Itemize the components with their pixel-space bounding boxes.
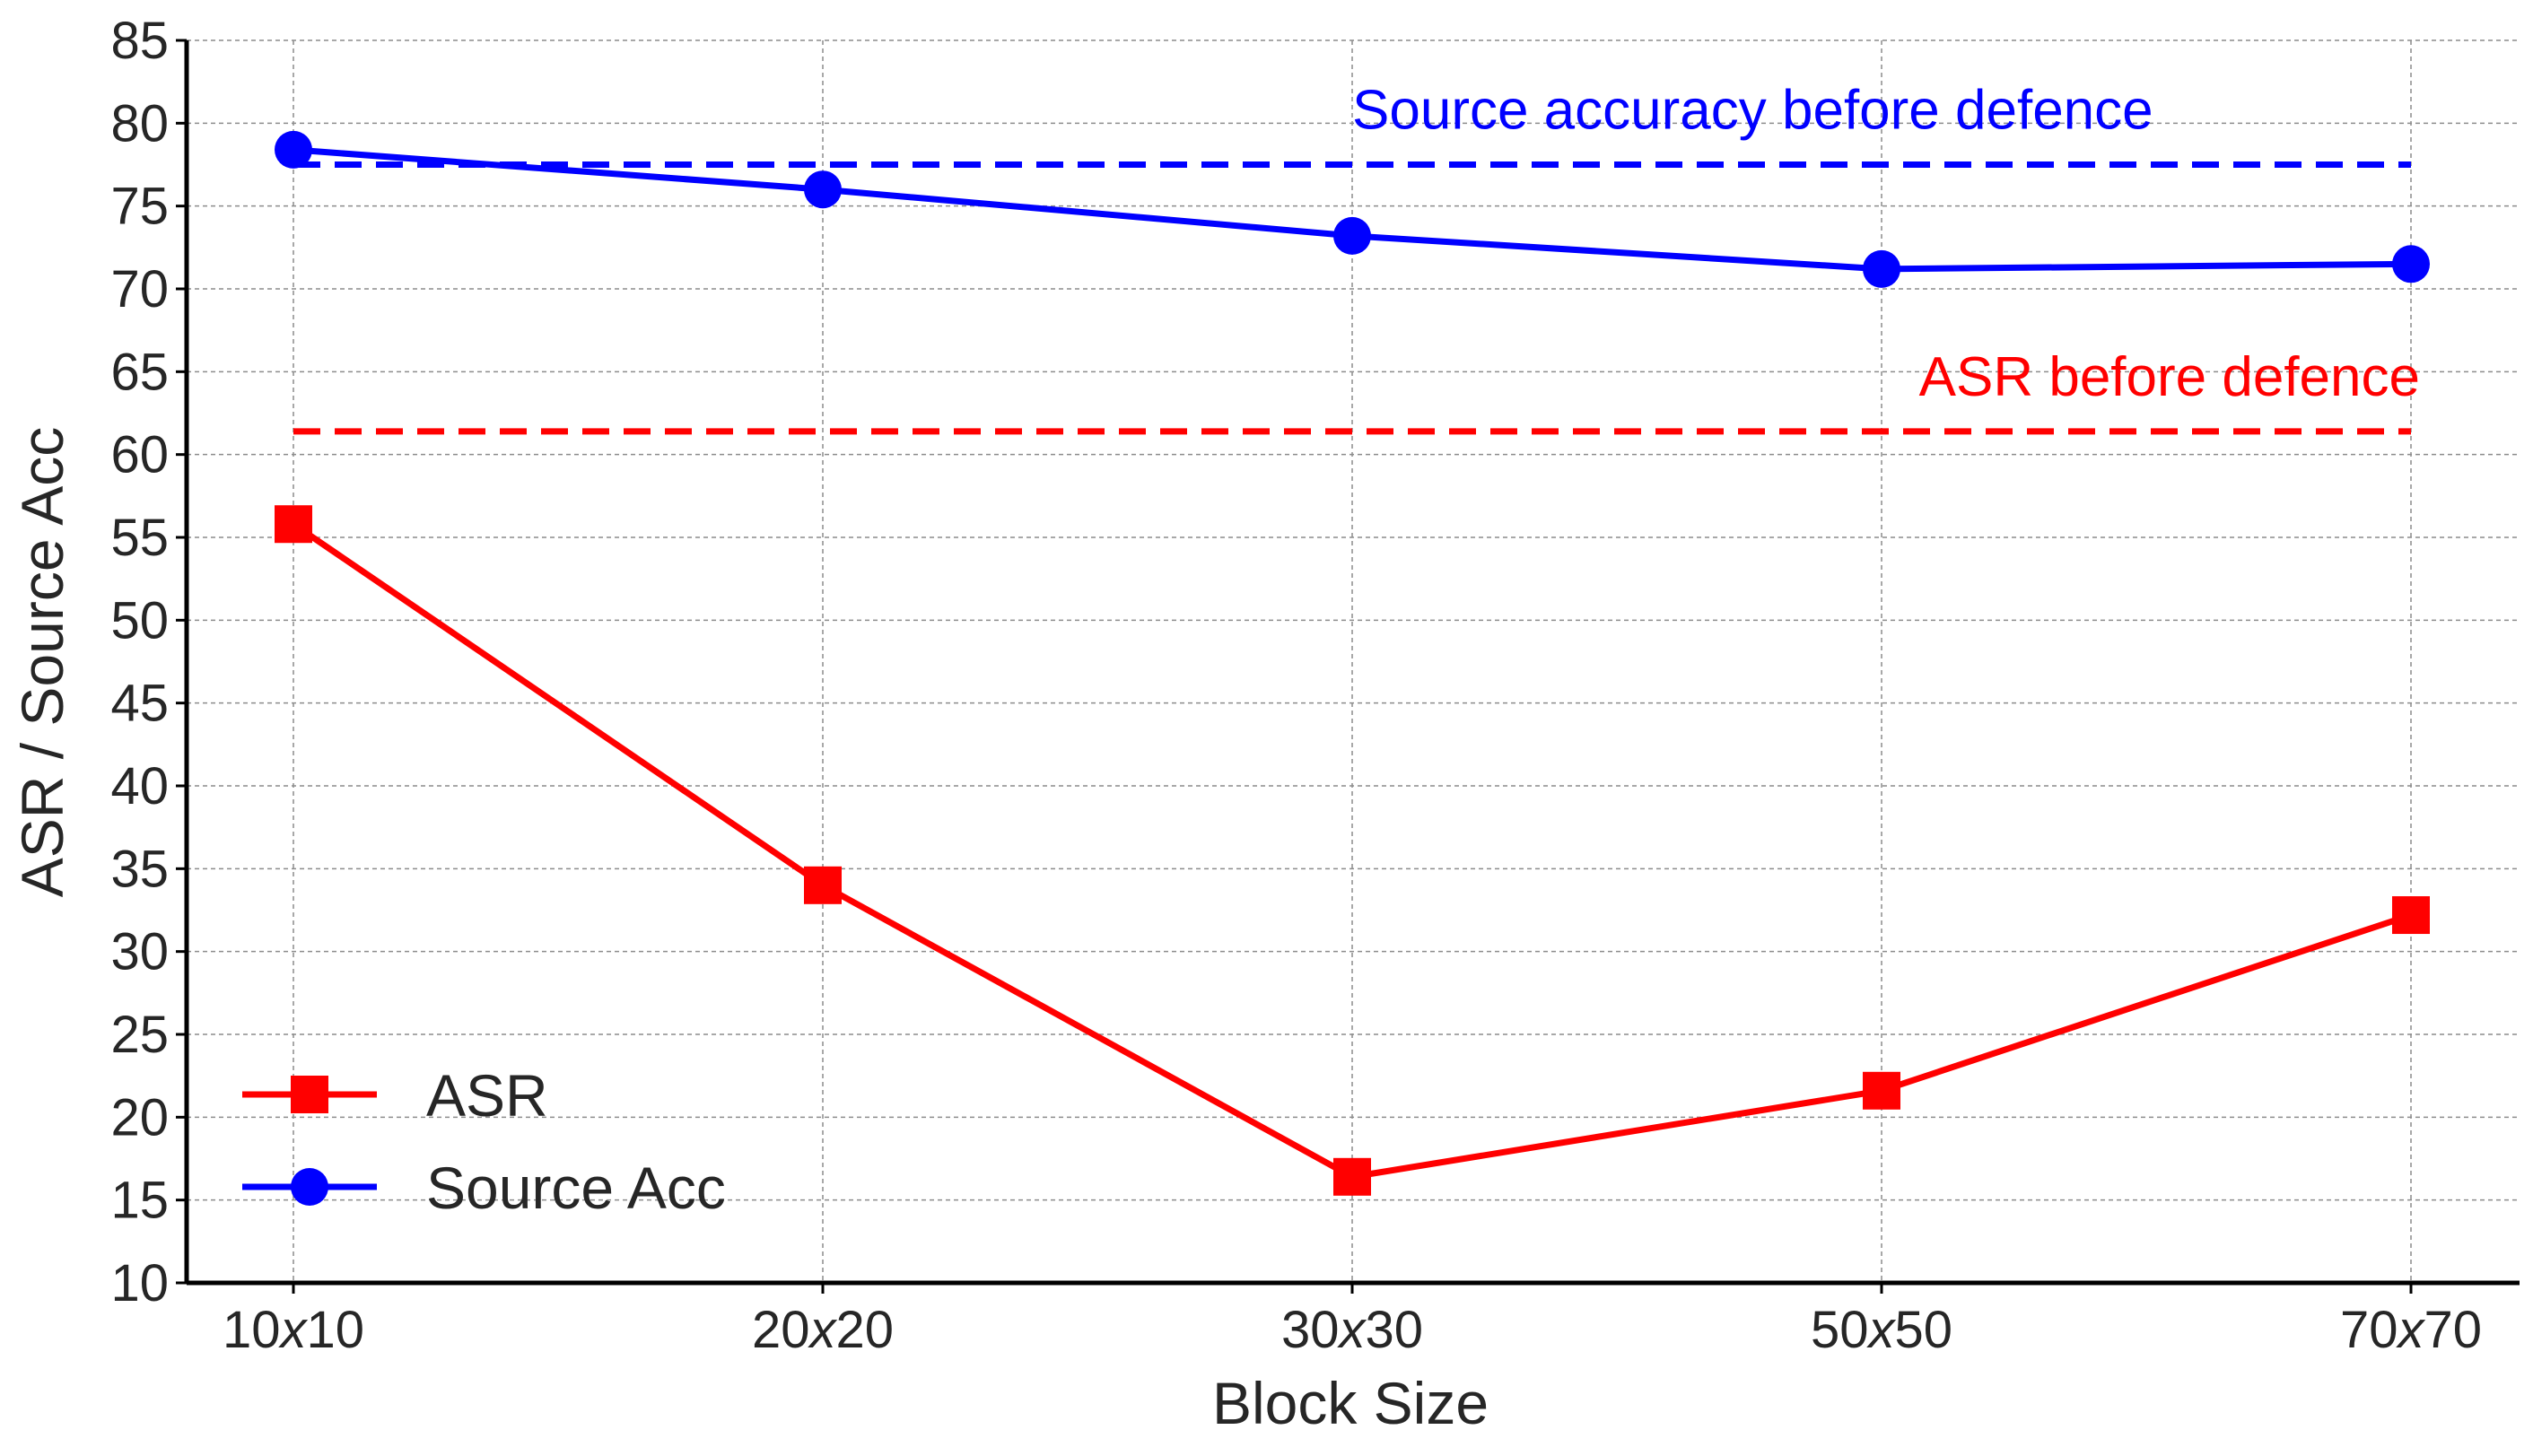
legend-label: Source Acc (426, 1155, 726, 1221)
y-tick-label: 25 (110, 1006, 169, 1064)
y-tick-label: 65 (110, 343, 169, 401)
y-tick-label: 80 (110, 94, 169, 153)
grid (187, 39, 2520, 1284)
y-tick-label: 35 (110, 840, 169, 898)
x-tick-label: 50x50 (1811, 1301, 1952, 1359)
y-tick-label: 60 (110, 426, 169, 484)
data-point-square (2392, 896, 2430, 935)
y-tick-label: 10 (110, 1254, 169, 1312)
tick-labels: 10 15 20 25 30 35 40 45 50 55 60 65 70 75 80 85 10x10 20x… (110, 12, 2482, 1359)
x-tick-label: 10x10 (223, 1301, 364, 1359)
y-tick-label: 50 (110, 591, 169, 650)
x-tick-label: 20x20 (752, 1301, 894, 1359)
data-point-circle (2392, 245, 2430, 283)
reference-line-label: Source accuracy before defence (1352, 80, 2153, 142)
y-tick-label: 20 (110, 1088, 169, 1146)
y-tick-label: 55 (110, 509, 169, 567)
reference-line-label: ASR before defence (1919, 346, 2420, 408)
legend-marker-square (291, 1076, 328, 1113)
y-tick-label: 75 (110, 178, 169, 236)
data-point-circle (1863, 249, 1900, 288)
data-point-circle (275, 130, 312, 169)
y-tick-label: 40 (110, 757, 169, 815)
y-tick-label: 30 (110, 923, 169, 981)
y-tick-label: 70 (110, 260, 169, 318)
legend: ASR Source Acc (242, 1062, 726, 1221)
x-tick-label: 30x30 (1281, 1301, 1423, 1359)
x-tick-label: 70x70 (2340, 1301, 2482, 1359)
data-point-square (1333, 1157, 1371, 1196)
data-point-circle (1333, 216, 1371, 255)
x-axis-label: Block Size (1212, 1370, 1489, 1436)
y-tick-label: 15 (110, 1172, 169, 1230)
reference-lines: Source accuracy before defence ASR before… (293, 80, 2420, 435)
data-point-square (804, 866, 842, 904)
axes (176, 39, 2520, 1294)
data-point-circle (804, 170, 842, 209)
series (275, 130, 2430, 1196)
data-point-square (275, 505, 312, 544)
legend-marker-circle (291, 1168, 328, 1206)
y-tick-label: 85 (110, 12, 169, 70)
y-axis-label: ASR / Source Acc (9, 427, 75, 898)
y-tick-label: 45 (110, 675, 169, 733)
data-point-square (1863, 1071, 1900, 1110)
legend-label: ASR (426, 1062, 548, 1129)
